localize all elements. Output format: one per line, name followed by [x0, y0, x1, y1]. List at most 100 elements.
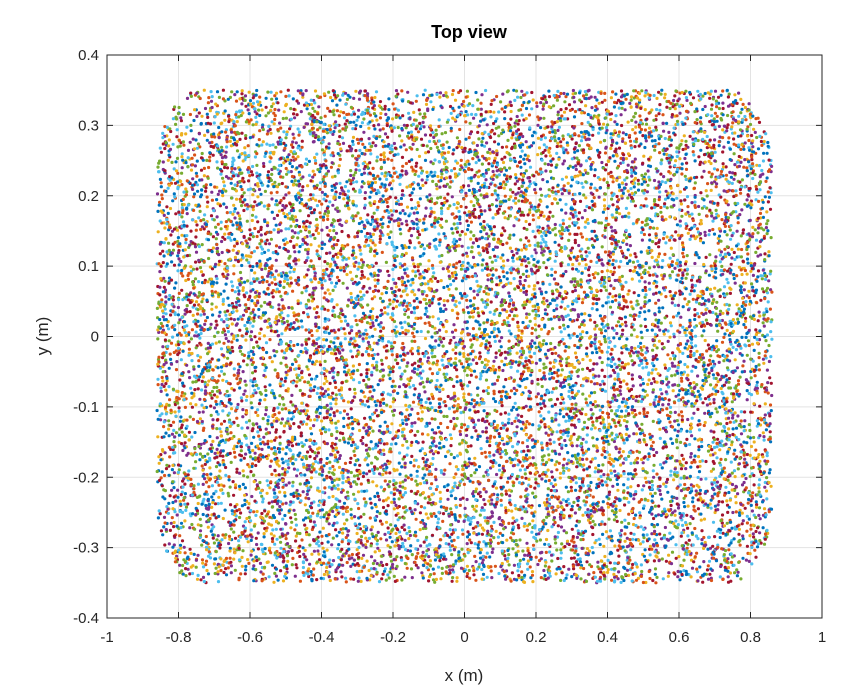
scatter-point	[440, 358, 444, 362]
scatter-point	[524, 140, 528, 144]
scatter-point	[396, 108, 400, 112]
scatter-point	[195, 223, 199, 227]
scatter-point	[603, 204, 607, 208]
scatter-point	[746, 252, 750, 256]
scatter-point	[394, 503, 398, 507]
scatter-point	[634, 255, 638, 259]
scatter-point	[626, 405, 630, 409]
scatter-point	[763, 258, 767, 262]
scatter-point	[720, 390, 724, 394]
scatter-point	[377, 104, 381, 108]
scatter-point	[299, 473, 303, 477]
scatter-point	[331, 509, 335, 514]
scatter-point	[282, 130, 286, 134]
scatter-point	[365, 290, 369, 294]
scatter-point	[625, 558, 629, 562]
scatter-point	[513, 503, 517, 508]
scatter-point	[464, 137, 468, 141]
scatter-point	[289, 224, 293, 228]
scatter-point	[452, 279, 456, 283]
scatter-point	[690, 566, 695, 570]
scatter-point	[231, 162, 235, 167]
scatter-point	[595, 446, 599, 450]
scatter-point	[685, 513, 689, 517]
scatter-point	[473, 410, 478, 414]
scatter-point	[718, 135, 722, 139]
scatter-point	[644, 480, 649, 484]
scatter-point	[502, 385, 506, 389]
scatter-point	[252, 319, 256, 323]
scatter-point	[705, 403, 710, 407]
scatter-point	[240, 204, 244, 208]
scatter-point	[759, 274, 763, 278]
scatter-point	[363, 395, 367, 399]
scatter-point	[666, 339, 670, 343]
scatter-point	[510, 571, 514, 575]
scatter-point	[531, 580, 535, 584]
scatter-point	[437, 232, 441, 236]
scatter-point	[233, 536, 238, 540]
scatter-point	[632, 461, 637, 465]
scatter-point	[198, 458, 202, 462]
scatter-point	[251, 371, 255, 375]
scatter-point	[215, 160, 219, 164]
scatter-point	[261, 417, 265, 421]
scatter-point	[354, 318, 358, 323]
scatter-point	[757, 467, 761, 471]
scatter-point	[613, 436, 617, 441]
scatter-point	[511, 464, 515, 468]
scatter-point	[179, 271, 183, 275]
scatter-point	[392, 574, 396, 579]
scatter-point	[231, 480, 235, 484]
scatter-point	[385, 442, 389, 446]
scatter-point	[242, 234, 246, 239]
scatter-point	[202, 174, 206, 178]
scatter-point	[655, 96, 659, 100]
scatter-point	[610, 578, 614, 582]
scatter-point	[685, 437, 689, 441]
scatter-point	[226, 296, 230, 300]
scatter-point	[180, 215, 184, 219]
scatter-point	[247, 419, 251, 423]
scatter-point	[537, 324, 541, 328]
scatter-point	[760, 143, 764, 147]
scatter-point	[612, 518, 617, 522]
scatter-point	[373, 284, 377, 288]
scatter-point	[517, 573, 521, 578]
scatter-point	[705, 194, 709, 198]
scatter-point	[363, 145, 367, 149]
scatter-point	[425, 170, 429, 174]
scatter-point	[731, 345, 735, 349]
scatter-point	[745, 544, 750, 548]
scatter-point	[683, 482, 687, 487]
scatter-point	[345, 286, 349, 290]
scatter-point	[715, 410, 719, 414]
scatter-point	[531, 213, 535, 217]
scatter-point	[626, 189, 630, 193]
scatter-point	[426, 330, 430, 334]
scatter-point	[718, 253, 723, 257]
scatter-point	[697, 445, 701, 449]
scatter-point	[172, 263, 177, 267]
scatter-point	[655, 523, 660, 527]
scatter-point	[367, 469, 372, 473]
scatter-point	[212, 525, 216, 529]
scatter-point	[730, 443, 734, 447]
scatter-point	[263, 509, 267, 513]
scatter-point	[589, 408, 593, 412]
scatter-point	[324, 272, 328, 276]
scatter-point	[584, 352, 589, 356]
scatter-point	[589, 401, 593, 405]
scatter-point	[727, 303, 731, 307]
scatter-point	[375, 118, 379, 122]
scatter-point	[254, 555, 258, 559]
scatter-point	[524, 264, 529, 268]
scatter-point	[479, 494, 483, 498]
scatter-point	[371, 220, 375, 224]
scatter-point	[421, 476, 425, 480]
scatter-point	[471, 104, 475, 108]
scatter-point	[333, 336, 337, 340]
scatter-point	[375, 315, 379, 319]
scatter-point	[727, 490, 731, 495]
scatter-point	[237, 508, 241, 512]
